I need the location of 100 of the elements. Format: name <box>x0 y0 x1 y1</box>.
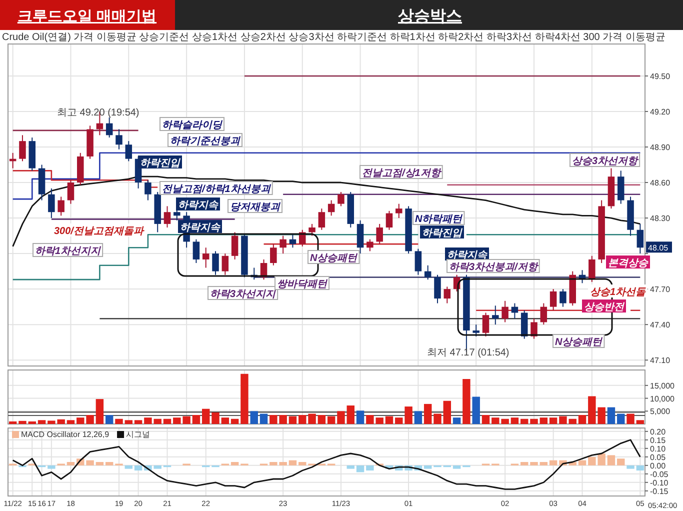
annotation: 전날고점/하락1차선붕괴 <box>162 184 272 195</box>
annotation: 하락지속 <box>180 222 221 234</box>
bar <box>559 416 567 424</box>
y-tick-label: -0.05 <box>650 470 669 479</box>
annotation: 하락지속 <box>447 250 488 261</box>
y-tick-label: 48.90 <box>650 142 671 152</box>
candlestick <box>356 220 364 254</box>
annotation: 하락진입 <box>422 228 463 239</box>
candlestick <box>376 223 383 245</box>
y-tick-label: 0.15 <box>650 436 666 445</box>
candlestick <box>588 255 596 282</box>
annotation: N상승패턴 <box>310 252 358 264</box>
y-tick-label: -0.10 <box>650 478 669 488</box>
annotation: 하락3차선붕괴/저항 <box>449 262 540 273</box>
annotation: 하락1차선지지 <box>35 246 102 257</box>
annotation: 전날고점/상1저항 <box>362 168 442 179</box>
candlestick <box>366 238 374 252</box>
bar <box>48 465 56 469</box>
bar <box>134 420 142 424</box>
y-tick-label: 49.20 <box>650 107 671 116</box>
bar <box>530 418 538 424</box>
bar <box>96 462 104 466</box>
bar <box>318 415 326 424</box>
candlestick <box>560 288 566 308</box>
y-tick-label: 47.10 <box>650 356 671 366</box>
bar <box>472 396 480 424</box>
y-tick-label: -0.15 <box>650 486 669 496</box>
bar <box>38 420 46 424</box>
annotation: 쌍바닥패턴 <box>277 278 328 290</box>
bar <box>308 414 316 424</box>
bar <box>626 465 634 469</box>
bar <box>240 374 248 424</box>
bar <box>212 412 220 424</box>
candlestick <box>202 247 210 268</box>
bar <box>105 462 114 466</box>
annotation: 상승3차선저항 <box>572 156 640 167</box>
candlestick <box>144 180 152 201</box>
y-tick-label: 10,000 <box>650 394 676 404</box>
bar <box>424 465 432 469</box>
bar <box>230 418 239 424</box>
bar <box>356 465 364 472</box>
candlestick <box>482 312 490 337</box>
bar <box>404 406 412 424</box>
candlestick <box>472 324 480 337</box>
candlestick <box>434 274 441 304</box>
candlestick <box>386 210 393 230</box>
bar <box>86 460 94 466</box>
bar <box>540 418 548 424</box>
bar <box>298 462 306 466</box>
candlestick <box>308 223 316 236</box>
y-tick-label: 49.50 <box>650 72 671 81</box>
bar <box>115 418 123 424</box>
y-tick-label: 48.60 <box>650 178 671 188</box>
annotation: 300/전날고점재돌파 <box>54 226 144 237</box>
annotation: 48.05 <box>648 244 669 253</box>
bar <box>28 421 36 424</box>
bar <box>124 465 133 469</box>
candlestick <box>502 300 508 323</box>
candlestick <box>125 140 132 162</box>
annotation: N상승패턴 <box>555 336 604 348</box>
candlestick <box>231 232 238 260</box>
annotation: 상승1차선돌 <box>590 286 647 298</box>
line-series <box>12 439 641 490</box>
text: Crude Oil(연결) 가격 이동평균 상승기준선 상승1차선 상승2차선 상승3차선 하락기준선 하락1차선 하락2차선 하락3차선 하락4차선 300 가격 이동평균 <box>2 32 666 43</box>
y-tick-label: 5,000 <box>650 407 671 416</box>
annotation: 하락슬라이딩 <box>162 120 223 131</box>
annotation: 최고 49.20 (19:54) <box>57 107 140 118</box>
y-tick-label: 47.40 <box>650 320 671 330</box>
bar <box>356 410 364 424</box>
annotation: 최저 47.17 (01:54) <box>427 348 510 359</box>
bar <box>105 415 114 424</box>
bar <box>540 462 548 466</box>
bar <box>260 414 268 424</box>
legend-label: MACD Oscillator 12,26,9 <box>21 430 110 439</box>
bar <box>617 414 625 424</box>
candlestick <box>164 206 171 228</box>
bar <box>636 420 644 424</box>
bar <box>530 462 538 466</box>
bar <box>568 418 576 424</box>
bar <box>192 415 200 424</box>
bar <box>452 418 461 424</box>
y-tick-label: 0.05 <box>650 452 666 462</box>
y-tick-label: 47.70 <box>650 285 671 294</box>
bar <box>288 460 297 466</box>
candlestick <box>338 191 344 207</box>
candlestick <box>414 248 422 276</box>
chart-title: 크루드오일 매매기법 <box>17 8 157 25</box>
y-tick-label: 15,000 <box>650 381 676 390</box>
bar <box>414 411 422 424</box>
bar <box>549 460 558 466</box>
legend-label: 시그널 <box>126 430 150 439</box>
annotation: 하락진입 <box>140 158 181 169</box>
bar <box>298 415 306 424</box>
y-tick-label: 48.30 <box>650 214 671 224</box>
candlestick <box>328 200 335 216</box>
candlestick <box>48 188 55 219</box>
candlestick <box>318 208 326 230</box>
bar <box>482 415 490 424</box>
bar <box>250 411 258 424</box>
bar <box>617 458 625 466</box>
